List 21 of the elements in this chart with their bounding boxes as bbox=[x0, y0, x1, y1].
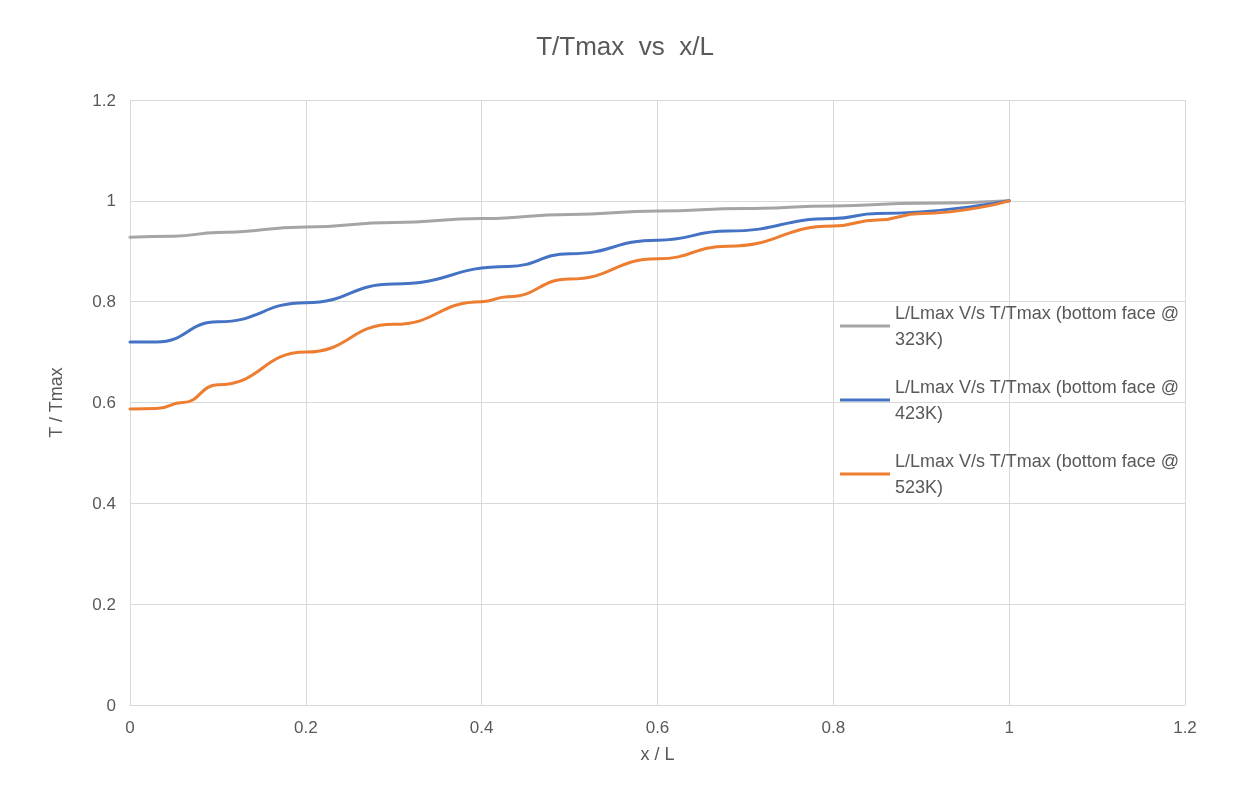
line-series bbox=[128, 199, 1011, 239]
y-tick-label: 0 bbox=[106, 695, 116, 715]
legend-label: L/Lmax V/s T/Tmax (bottom face @ 523K) bbox=[895, 451, 1185, 497]
x-axis-title: x / L bbox=[640, 744, 675, 764]
y-axis-title: T / Tmax bbox=[46, 367, 66, 438]
y-tick-label: 1 bbox=[106, 191, 116, 211]
legend-label: L/Lmax V/s T/Tmax (bottom face @ 423K) bbox=[895, 377, 1185, 423]
y-tick-label: 0.2 bbox=[92, 594, 116, 614]
y-tick-label: 0.6 bbox=[92, 393, 116, 412]
x-tick-label: 0 bbox=[125, 718, 135, 737]
x-tick-label: 0.6 bbox=[645, 718, 670, 737]
x-tick-label: 1 bbox=[1004, 718, 1014, 737]
legend-label: L/Lmax V/s T/Tmax (bottom face @ 323K) bbox=[895, 303, 1185, 349]
x-tick-label: 0.4 bbox=[469, 718, 494, 737]
x-tick-label: 0.2 bbox=[294, 718, 318, 737]
y-tick-label: 0.8 bbox=[92, 292, 116, 312]
y-tick-label: 1.2 bbox=[92, 90, 116, 110]
x-tick-label: 1.2 bbox=[1173, 718, 1197, 737]
x-tick-label: 0.8 bbox=[821, 718, 846, 737]
y-tick-label: 0.4 bbox=[92, 493, 116, 513]
chart-title: T/Tmax vs x/L bbox=[536, 31, 714, 61]
